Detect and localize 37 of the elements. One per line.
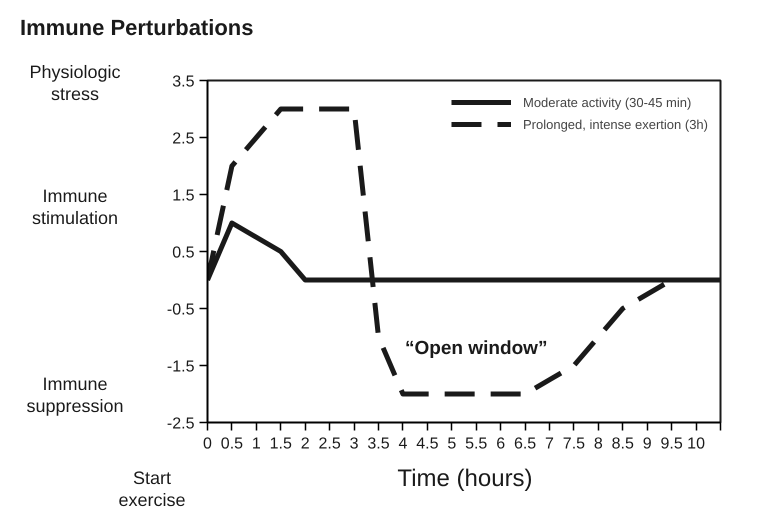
- x-tick-label: 6: [496, 436, 506, 452]
- text: Immune stimulation: [30, 186, 120, 230]
- x-tick-label: 1: [252, 436, 261, 452]
- x-tick-label: 7: [545, 436, 554, 452]
- y-tick-label: -2.5: [166, 416, 195, 432]
- x-tick-label: 5.5: [465, 436, 488, 452]
- y-tick-label: -1.5: [166, 358, 195, 376]
- y-tick-label: 1.5: [172, 188, 195, 204]
- x-tick-label: 6.5: [514, 436, 536, 452]
- x-tick-label: 3: [350, 436, 359, 452]
- x-tick-label: 0: [203, 436, 212, 452]
- x-tick-label: 0.5: [220, 436, 244, 452]
- x-tick-label: 10: [687, 436, 706, 452]
- y-tick-label: 3.5: [172, 74, 195, 90]
- x-tick-label: 8.5: [612, 436, 634, 452]
- x-tick-label: 7.5: [562, 436, 586, 452]
- x-tick-label: 9.5: [660, 436, 683, 452]
- x-tick-label: 5: [447, 436, 456, 452]
- x-tick-label: 3.5: [367, 436, 390, 452]
- text: Physiologic stress: [28, 62, 122, 106]
- legend-label: Prolonged, intense exertion (3h): [522, 116, 708, 132]
- text: Start exercise: [117, 468, 187, 512]
- x-axis-title: Time (hours): [396, 464, 534, 494]
- x-tick-label: 1.5: [270, 436, 292, 452]
- x-tick-label: 4: [398, 436, 408, 452]
- text: Immune suppression: [25, 374, 125, 418]
- legend-label: Moderate activity (30-45 min): [522, 94, 692, 110]
- x-tick-label: 8: [594, 436, 603, 452]
- y-tick-label: 0.5: [172, 244, 195, 262]
- y-tick-label: -0.5: [166, 302, 195, 318]
- chart-title: Immune Perturbations: [20, 14, 254, 42]
- annotation: “Open window”: [404, 338, 548, 359]
- y-tick-label: 2.5: [172, 130, 195, 148]
- x-tick-label: 2.5: [318, 436, 341, 452]
- x-tick-label: 9: [642, 436, 652, 452]
- x-tick-label: 2: [300, 436, 310, 452]
- x-tick-label: 4.5: [416, 436, 439, 452]
